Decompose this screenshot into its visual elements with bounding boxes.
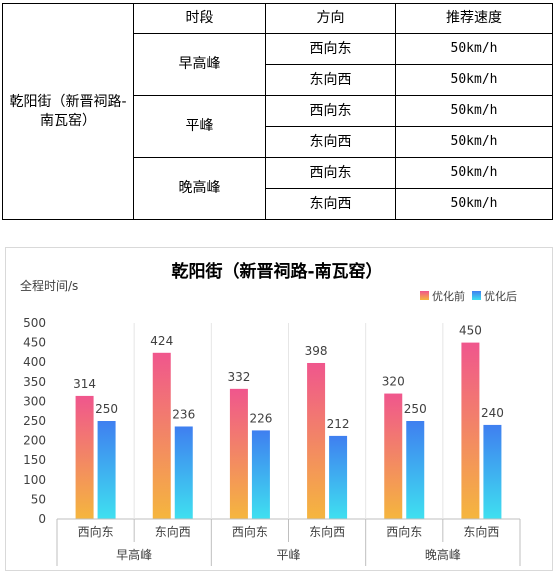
period-cell: 晚高峰 [133,157,266,220]
header-period: 时段 [133,3,266,34]
direction-cell: 西向东 [265,95,396,127]
bar-after [483,424,502,519]
data-label: 332 [227,370,250,384]
bar-before [229,388,248,519]
y-tick-label: 200 [23,434,46,448]
bar-before [75,395,94,519]
direction-cell: 东向西 [265,188,396,220]
bar-after [329,435,348,519]
y-axis-label: 全程时间/s [20,278,78,293]
bar-before [307,362,326,519]
direction-cell: 东向西 [265,64,396,96]
speed-cell: 50km/h [395,126,553,158]
period-cell: 平峰 [133,95,266,158]
data-label: 236 [172,407,195,421]
y-tick-label: 400 [23,355,46,369]
data-label: 226 [249,411,272,425]
data-label: 450 [459,324,482,338]
speed-cell: 50km/h [395,33,553,65]
header-direction: 方向 [265,3,396,34]
y-tick-label: 100 [23,473,46,487]
x-tick-label: 东向西 [309,524,345,539]
x-tick-label: 西向东 [386,524,422,539]
speed-cell: 50km/h [395,157,553,189]
y-tick-label: 150 [23,453,46,467]
group-label: 晚高峰 [425,547,461,562]
legend-label: 优化后 [484,289,517,303]
legend-swatch [420,291,429,300]
data-label: 424 [150,334,173,348]
y-tick-label: 450 [23,336,46,350]
speed-cell: 50km/h [395,188,553,220]
legend-label: 优化前 [432,289,465,303]
bar-after [174,426,193,519]
data-label: 314 [73,377,96,391]
data-label: 212 [327,417,350,431]
data-label: 398 [305,344,328,358]
x-tick-label: 东向西 [463,524,499,539]
data-label: 250 [95,402,118,416]
legend-swatch [472,291,481,300]
group-label: 早高峰 [116,547,152,562]
bar-after [97,421,116,519]
y-tick-label: 500 [23,316,46,330]
data-label: 250 [404,402,427,416]
group-label: 平峰 [276,548,300,562]
bar-after [406,421,425,519]
chart-title: 乾阳街（新晋祠路-南瓦窑） [171,261,382,282]
x-tick-label: 西向东 [232,524,268,539]
direction-cell: 西向东 [265,157,396,189]
location-cell: 乾阳街（新晋祠路-南瓦窑） [2,3,134,220]
bar-after [251,430,270,519]
speed-cell: 50km/h [395,95,553,127]
y-tick-label: 350 [23,375,46,389]
y-tick-label: 300 [23,394,46,408]
bar-before [384,393,403,519]
header-speed: 推荐速度 [395,3,553,34]
speed-table: 乾阳街（新晋祠路-南瓦窑） 时段 方向 推荐速度 早高峰 西向东 50km/h … [2,3,553,220]
period-cell: 早高峰 [133,33,266,96]
y-tick-label: 250 [23,414,46,428]
y-tick-label: 50 [31,492,46,506]
bar-before [152,352,171,519]
data-label: 320 [382,375,405,389]
legend: 优化前 优化后 [420,289,517,303]
data-label: 240 [481,406,504,420]
x-tick-label: 东向西 [155,524,191,539]
x-tick-label: 西向东 [78,524,114,539]
bar-before [461,342,480,519]
y-tick-label: 0 [38,512,46,526]
